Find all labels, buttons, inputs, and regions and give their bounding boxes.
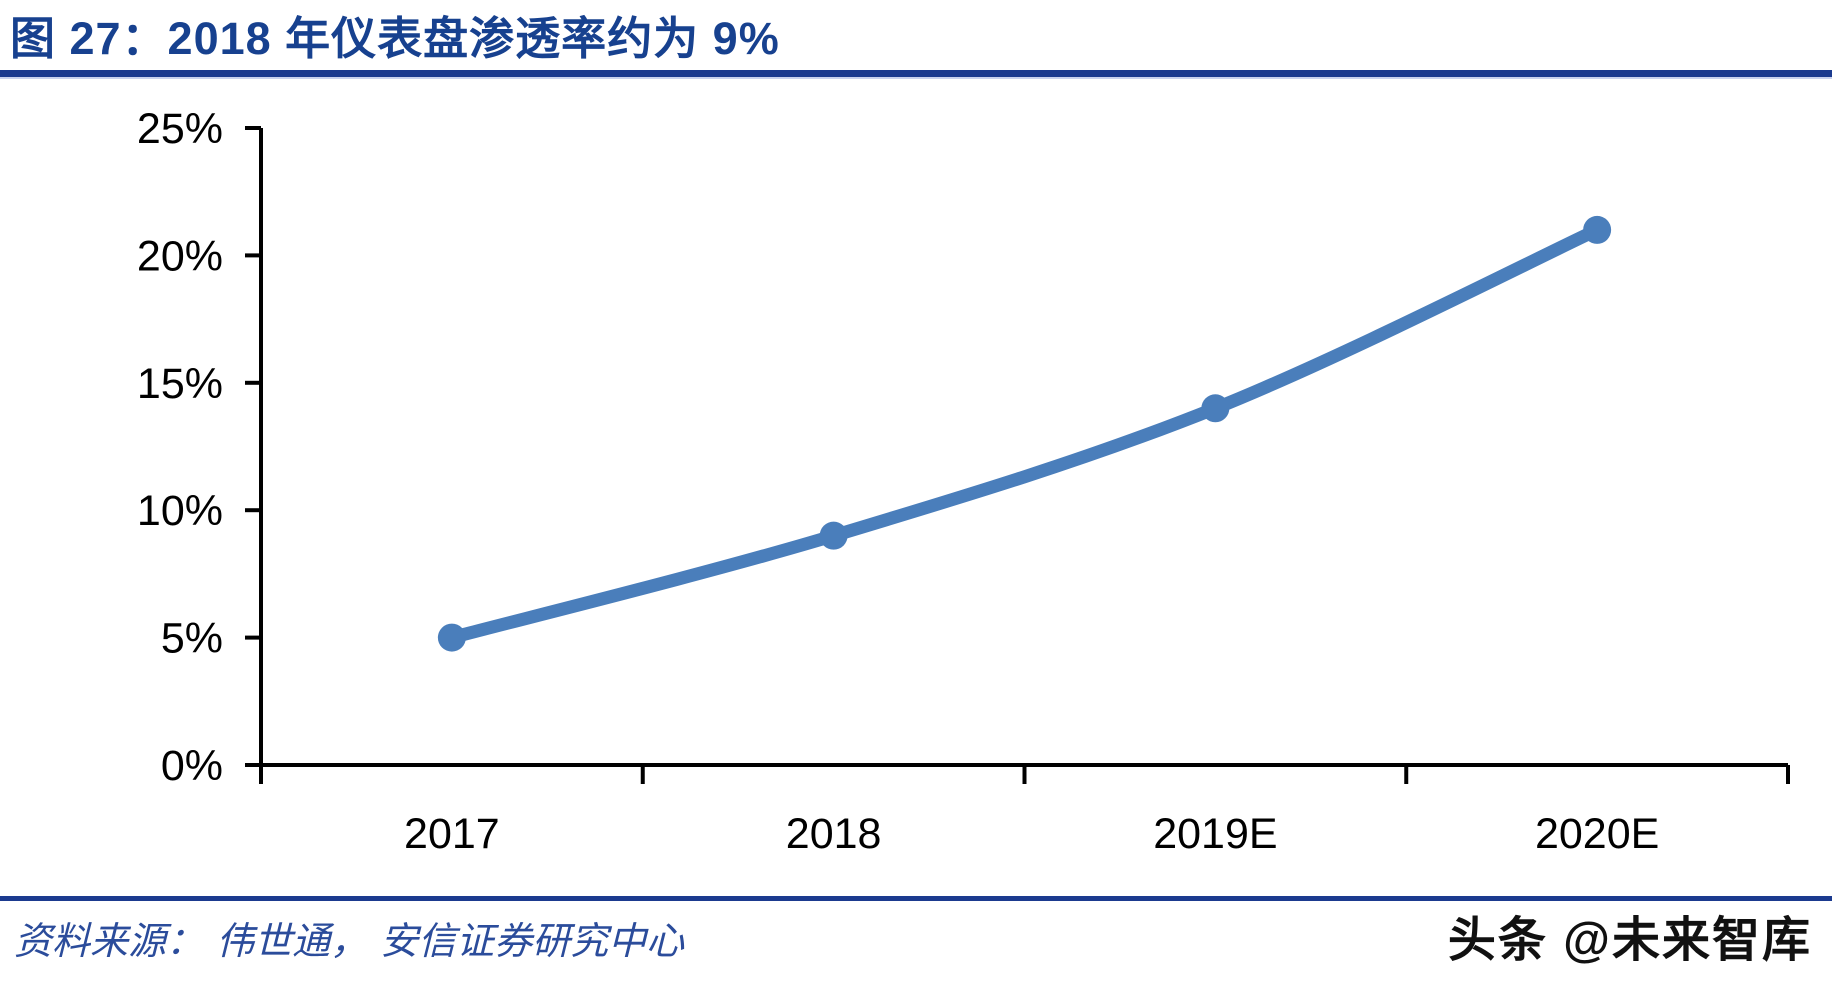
data-point-marker [819,521,848,550]
data-point-marker [437,623,466,652]
y-axis-label: 15% [137,360,223,408]
x-axis-label: 2019E [1153,810,1277,858]
x-axis-label: 2017 [404,810,500,858]
x-axis-label: 2018 [786,810,882,858]
trend-line [445,223,1604,645]
y-axis-label: 0% [161,742,223,790]
y-axis-label: 25% [137,105,223,153]
title-divider [0,70,1832,79]
x-axis-label: 2020E [1535,810,1659,858]
data-point-marker [1583,215,1612,244]
axes [259,128,1788,767]
figure-title: 图 27：2018 年仪表盘渗透率约为 9% [10,13,780,64]
y-axis-label: 5% [161,615,223,663]
y-axis-label: 10% [137,487,223,535]
toutiao-watermark: 头条 @未来智库 [1447,914,1812,967]
footer-divider [0,896,1832,901]
data-point-marker [1201,394,1230,423]
y-axis-label: 20% [137,232,223,280]
source-note: 资料来源： 伟世通， 安信证券研究中心 [14,919,685,963]
